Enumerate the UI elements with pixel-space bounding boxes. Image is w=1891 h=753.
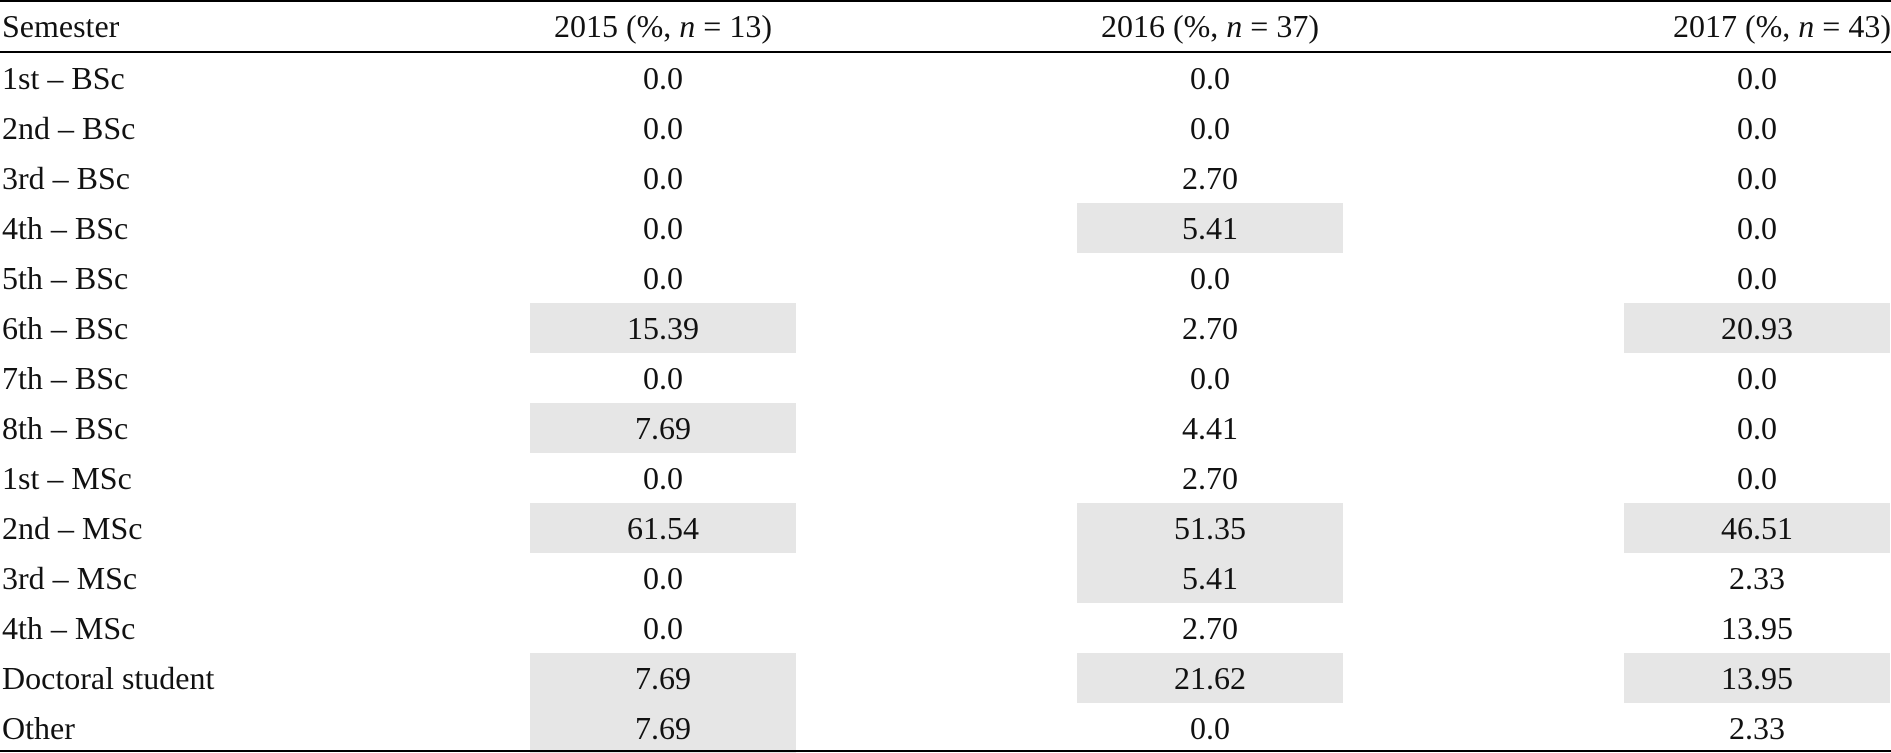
header-2017-n: n bbox=[1798, 8, 1815, 44]
table-row: 4th – BSc 0.0 5.41 0.0 bbox=[0, 203, 1891, 253]
header-2015-n: n bbox=[679, 8, 696, 44]
row-label: 1st – BSc bbox=[2, 60, 125, 96]
cell-2017: 13.95 bbox=[1624, 653, 1890, 703]
cell-2016: 51.35 bbox=[1077, 503, 1343, 553]
table-row: 1st – MSc 0.0 2.70 0.0 bbox=[0, 453, 1891, 503]
cell-2015: 61.54 bbox=[530, 503, 796, 553]
row-label: Other bbox=[2, 710, 75, 746]
cell-2015: 0.0 bbox=[643, 560, 683, 596]
row-label: Doctoral student bbox=[2, 660, 215, 696]
cell-2016: 2.70 bbox=[1182, 310, 1238, 346]
cell-2017: 0.0 bbox=[1737, 110, 1777, 146]
cell-2017: 13.95 bbox=[1721, 610, 1793, 646]
table-header-row: Semester 2015 (%, n = 13) 2016 (%, n = 3… bbox=[0, 0, 1891, 50]
cell-2016: 0.0 bbox=[1190, 260, 1230, 296]
table-row: 5th – BSc 0.0 0.0 0.0 bbox=[0, 253, 1891, 303]
cell-2015: 7.69 bbox=[530, 403, 796, 453]
table-row: 3rd – BSc 0.0 2.70 0.0 bbox=[0, 153, 1891, 203]
row-label: 5th – BSc bbox=[2, 260, 129, 296]
cell-2015: 0.0 bbox=[643, 610, 683, 646]
cell-2017: 0.0 bbox=[1737, 260, 1777, 296]
cell-2017: 0.0 bbox=[1737, 160, 1777, 196]
cell-2017: 0.0 bbox=[1737, 210, 1777, 246]
row-label: 7th – BSc bbox=[2, 360, 129, 396]
header-2017-prefix: 2017 (%, bbox=[1672, 8, 1799, 44]
table-row: Other 7.69 0.0 2.33 bbox=[0, 703, 1891, 753]
cell-2016: 0.0 bbox=[1190, 60, 1230, 96]
table-bottom-rule bbox=[0, 750, 1891, 752]
cell-2015: 0.0 bbox=[643, 210, 683, 246]
cell-2015: 0.0 bbox=[643, 60, 683, 96]
cell-2017: 2.33 bbox=[1729, 560, 1785, 596]
cell-2015: 0.0 bbox=[643, 110, 683, 146]
header-2017-suffix: = 43) bbox=[1814, 8, 1891, 44]
cell-2015: 0.0 bbox=[643, 160, 683, 196]
cell-2017: 0.0 bbox=[1737, 60, 1777, 96]
cell-2017: 0.0 bbox=[1737, 360, 1777, 396]
row-label: 1st – MSc bbox=[2, 460, 132, 496]
cell-2016: 0.0 bbox=[1190, 710, 1230, 746]
header-2016: 2016 (%, n = 37) bbox=[1047, 0, 1373, 52]
header-2016-n: n bbox=[1226, 8, 1243, 44]
header-semester: Semester bbox=[2, 8, 120, 44]
cell-2016: 0.0 bbox=[1190, 360, 1230, 396]
row-label: 2nd – BSc bbox=[2, 110, 136, 146]
cell-2017: 20.93 bbox=[1624, 303, 1890, 353]
cell-2017: 0.0 bbox=[1737, 410, 1777, 446]
table-row: 7th – BSc 0.0 0.0 0.0 bbox=[0, 353, 1891, 403]
cell-2017: 46.51 bbox=[1624, 503, 1890, 553]
header-2017: 2017 (%, n = 43) bbox=[1594, 0, 1891, 52]
table-row: 8th – BSc 7.69 4.41 0.0 bbox=[0, 403, 1891, 453]
cell-2015: 0.0 bbox=[643, 360, 683, 396]
table-header-rule bbox=[0, 51, 1891, 53]
row-label: 3rd – MSc bbox=[2, 560, 138, 596]
cell-2016: 2.70 bbox=[1182, 610, 1238, 646]
cell-2016: 0.0 bbox=[1190, 110, 1230, 146]
cell-2016: 2.70 bbox=[1182, 460, 1238, 496]
cell-2017: 0.0 bbox=[1737, 460, 1777, 496]
table-top-rule bbox=[0, 0, 1891, 2]
header-2015-prefix: 2015 (%, bbox=[553, 8, 680, 44]
header-2016-prefix: 2016 (%, bbox=[1100, 8, 1227, 44]
table-row: 2nd – MSc 61.54 51.35 46.51 bbox=[0, 503, 1891, 553]
cell-2017: 2.33 bbox=[1729, 710, 1785, 746]
cell-2015: 0.0 bbox=[643, 260, 683, 296]
cell-2015: 15.39 bbox=[530, 303, 796, 353]
cell-2015: 7.69 bbox=[530, 703, 796, 753]
table-row: Doctoral student 7.69 21.62 13.95 bbox=[0, 653, 1891, 703]
table-row: 2nd – BSc 0.0 0.0 0.0 bbox=[0, 103, 1891, 153]
header-2015: 2015 (%, n = 13) bbox=[500, 0, 826, 52]
cell-2016: 5.41 bbox=[1077, 203, 1343, 253]
row-label: 2nd – MSc bbox=[2, 510, 143, 546]
cell-2016: 21.62 bbox=[1077, 653, 1343, 703]
table-row: 3rd – MSc 0.0 5.41 2.33 bbox=[0, 553, 1891, 603]
table-row: 4th – MSc 0.0 2.70 13.95 bbox=[0, 603, 1891, 653]
cell-2015: 0.0 bbox=[643, 460, 683, 496]
row-label: 8th – BSc bbox=[2, 410, 129, 446]
row-label: 3rd – BSc bbox=[2, 160, 130, 196]
header-2015-suffix: = 13) bbox=[695, 8, 772, 44]
row-label: 6th – BSc bbox=[2, 310, 129, 346]
table-row: 6th – BSc 15.39 2.70 20.93 bbox=[0, 303, 1891, 353]
cell-2016: 5.41 bbox=[1077, 553, 1343, 603]
cell-2016: 4.41 bbox=[1182, 410, 1238, 446]
row-label: 4th – BSc bbox=[2, 210, 129, 246]
row-label: 4th – MSc bbox=[2, 610, 136, 646]
cell-2016: 2.70 bbox=[1182, 160, 1238, 196]
header-2016-suffix: = 37) bbox=[1242, 8, 1319, 44]
table-row: 1st – BSc 0.0 0.0 0.0 bbox=[0, 53, 1891, 103]
cell-2015: 7.69 bbox=[530, 653, 796, 703]
